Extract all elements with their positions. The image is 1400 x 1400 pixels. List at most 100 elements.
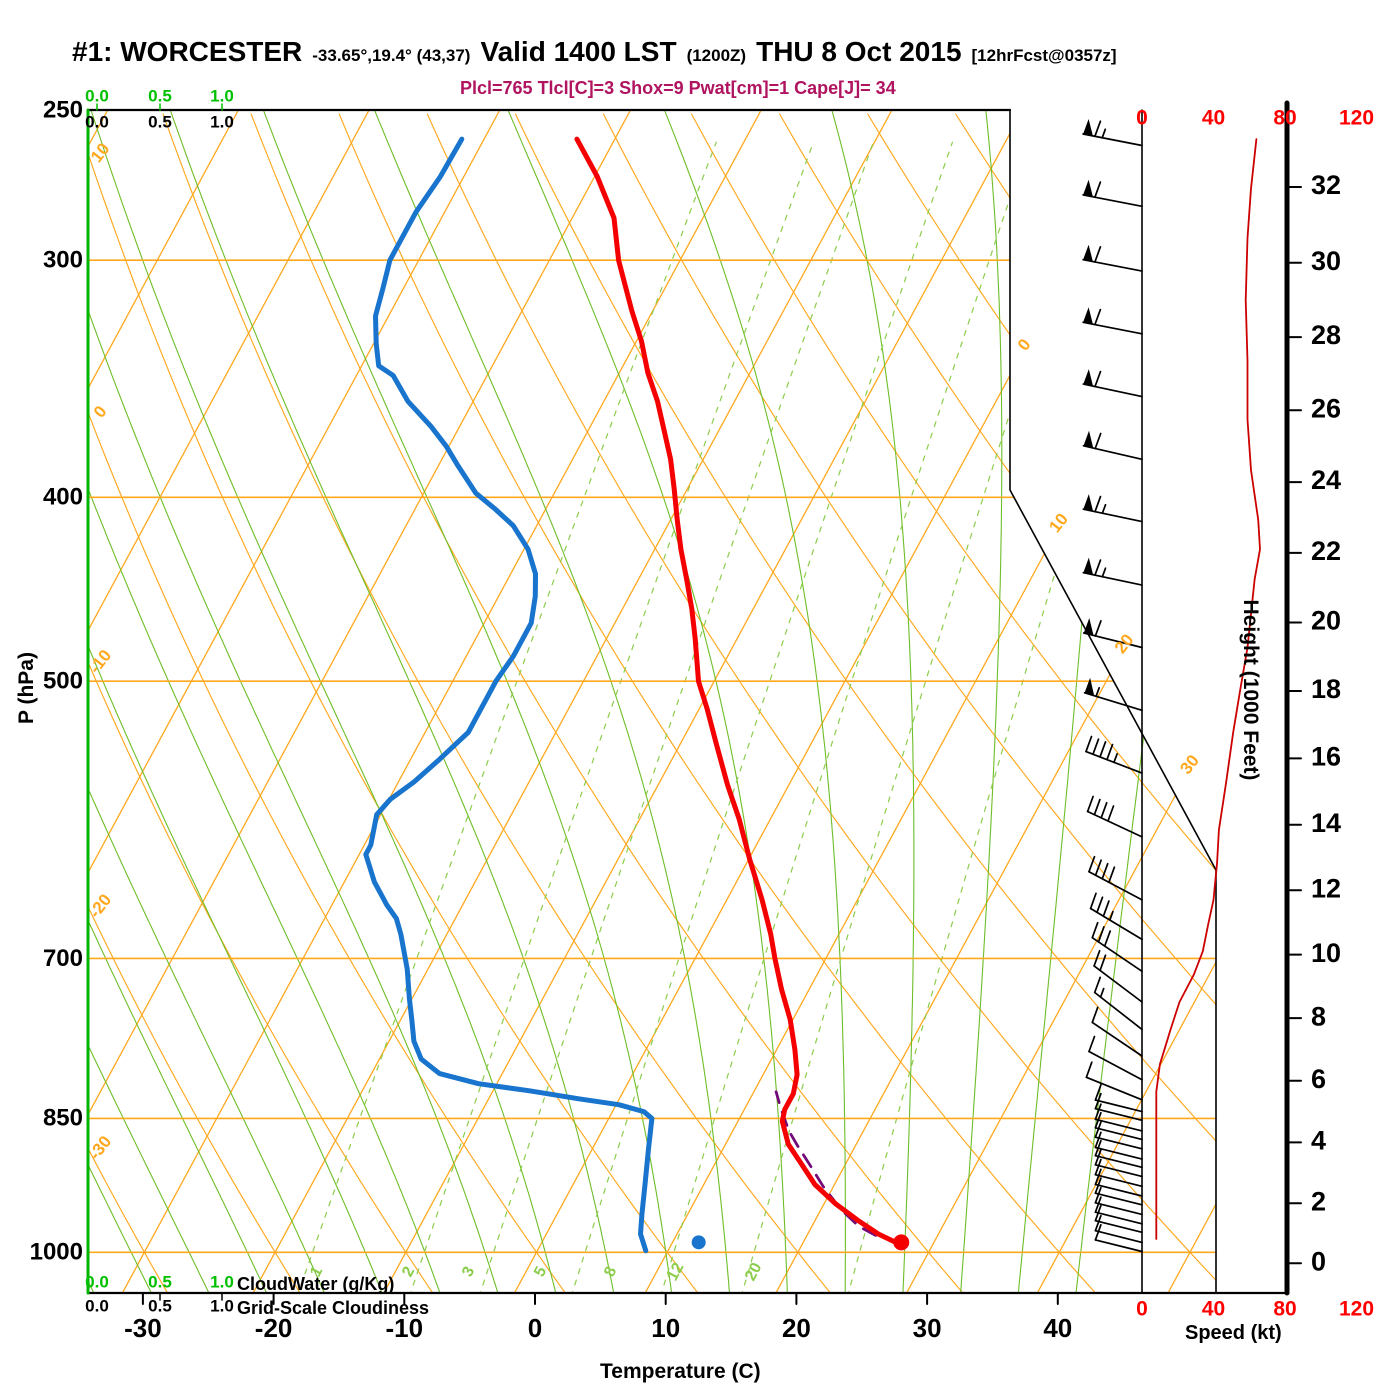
wind-barb xyxy=(1082,179,1143,208)
wind-barb xyxy=(1091,921,1143,973)
dry-adiabat-line xyxy=(88,113,701,1293)
barb-full xyxy=(1093,949,1101,967)
barb-full xyxy=(1094,1223,1102,1241)
barb-full xyxy=(1099,741,1107,758)
wind-barb xyxy=(1085,735,1143,774)
barb-full xyxy=(1106,743,1114,761)
temperature-tick-label: -30 xyxy=(124,1313,162,1343)
cloudwater-scale-tick: 0.5 xyxy=(148,86,172,105)
barb-full xyxy=(1102,900,1110,918)
moist-adiabat-line xyxy=(88,110,444,1293)
dry-adiabat-line xyxy=(426,113,1216,1293)
barb-half xyxy=(1099,987,1105,998)
barb-full xyxy=(1096,896,1104,914)
barb-full xyxy=(1108,866,1116,884)
moist-adiabat-line xyxy=(90,110,559,1293)
pressure-tick-label: 250 xyxy=(43,96,83,123)
barb-full xyxy=(1100,801,1108,819)
speed-tick-label: 80 xyxy=(1273,107,1296,130)
barb-staff xyxy=(1094,1154,1143,1169)
height-tick-label: 10 xyxy=(1311,938,1341,968)
barb-staff xyxy=(1094,1219,1143,1234)
barb-full xyxy=(1085,735,1093,753)
gridscale-cloudiness-label: Grid-Scale Cloudiness xyxy=(237,1298,430,1318)
wind-barb xyxy=(1082,430,1143,461)
barb-full xyxy=(1099,954,1107,972)
speed-tick-label: 120 xyxy=(1339,107,1374,130)
wind-barb xyxy=(1091,1006,1143,1057)
wind-barb xyxy=(1089,892,1143,941)
height-tick-label: 4 xyxy=(1311,1126,1326,1156)
parcel-ascent-curve xyxy=(774,1090,900,1244)
pressure-tick-label: 700 xyxy=(43,945,83,972)
mixing-ratio-line xyxy=(570,141,954,1293)
barb-full xyxy=(1094,1111,1102,1129)
temperature-tick-label: -10 xyxy=(386,1313,424,1343)
barb-staff xyxy=(1093,965,1143,1003)
isotherm-line xyxy=(88,110,501,1293)
isotherm-line xyxy=(121,110,762,1293)
temperature-tick-label: 0 xyxy=(528,1313,542,1343)
barb-pennant xyxy=(1083,179,1093,197)
barb-staff xyxy=(1094,1183,1143,1197)
wind-barb xyxy=(1085,1061,1143,1101)
mixing-ratio-label: 8 xyxy=(601,1264,620,1280)
station-name: #1: WORCESTER xyxy=(72,36,303,67)
wind-barb xyxy=(1082,119,1143,147)
pressure-tick-label: 300 xyxy=(43,247,83,274)
height-tick-label: 20 xyxy=(1311,606,1341,636)
isotherm-line xyxy=(88,110,370,1293)
barb-staff xyxy=(1082,258,1143,272)
mixing-ratio-lines xyxy=(296,141,1189,1293)
barb-pennant xyxy=(1083,494,1094,512)
barb-staff xyxy=(1094,1118,1143,1132)
height-tick-label: 18 xyxy=(1311,674,1341,704)
dry-adiabat-line xyxy=(88,113,303,1293)
pressure-axis-title: P (hPa) xyxy=(15,652,38,724)
pressure-tick-label: 1000 xyxy=(30,1239,83,1266)
gridscale-scale-tick: 0.0 xyxy=(85,1296,109,1315)
isotherm-line xyxy=(775,110,1216,1293)
wind-barb xyxy=(1094,1186,1143,1216)
barb-full xyxy=(1094,1177,1102,1195)
barb-half xyxy=(1109,910,1114,921)
barb-full xyxy=(1094,1084,1102,1101)
wind-speed-profile-curve xyxy=(1155,138,1261,1240)
background-grid xyxy=(88,110,1216,1293)
barb-full xyxy=(1103,930,1112,947)
mixing-ratio-line xyxy=(740,141,1098,1293)
dry-adiabat-line xyxy=(162,113,834,1293)
height-axis-title: Height (1000 Feet) xyxy=(1239,599,1262,781)
speed-tick-label: 40 xyxy=(1202,1298,1225,1321)
gridscale-scale-tick: 1.0 xyxy=(210,1296,234,1315)
moist-adiabat-line xyxy=(507,110,789,1293)
wind-barb xyxy=(1082,307,1143,335)
isotherm-line xyxy=(644,110,1216,1293)
barb-full xyxy=(1107,805,1115,822)
wind-barb xyxy=(1086,795,1143,838)
barb-full xyxy=(1094,1121,1102,1139)
dry-adiabat-line xyxy=(88,113,436,1293)
wind-barb xyxy=(1094,1177,1143,1206)
barb-full xyxy=(1097,926,1105,943)
barb-full xyxy=(1094,181,1102,199)
dewpoint-profile-curve xyxy=(363,136,655,1254)
gridscale-scale-tick: 0.5 xyxy=(148,112,172,131)
isotherm-edge-label: 10 xyxy=(1045,510,1072,537)
isotherm-line xyxy=(1036,110,1216,1293)
barb-full xyxy=(1094,1092,1102,1110)
wind-barb xyxy=(1082,618,1143,649)
cloudwater-scale-label: CloudWater (g/Kg) xyxy=(237,1274,395,1294)
barb-full xyxy=(1089,892,1097,910)
height-tick-label: 12 xyxy=(1311,873,1341,903)
barb-staff xyxy=(1088,1050,1143,1081)
valid-date: THU 8 Oct 2015 xyxy=(756,36,962,67)
cloudwater-scale-tick: 0.5 xyxy=(148,1272,172,1291)
temperature-profile-curve xyxy=(574,136,897,1244)
isotherm-line xyxy=(88,110,632,1293)
wind-barb xyxy=(1094,1223,1143,1253)
height-tick-label: 2 xyxy=(1311,1186,1326,1216)
moist-adiabat-line xyxy=(88,110,156,1293)
height-tick-label: 30 xyxy=(1311,246,1341,276)
